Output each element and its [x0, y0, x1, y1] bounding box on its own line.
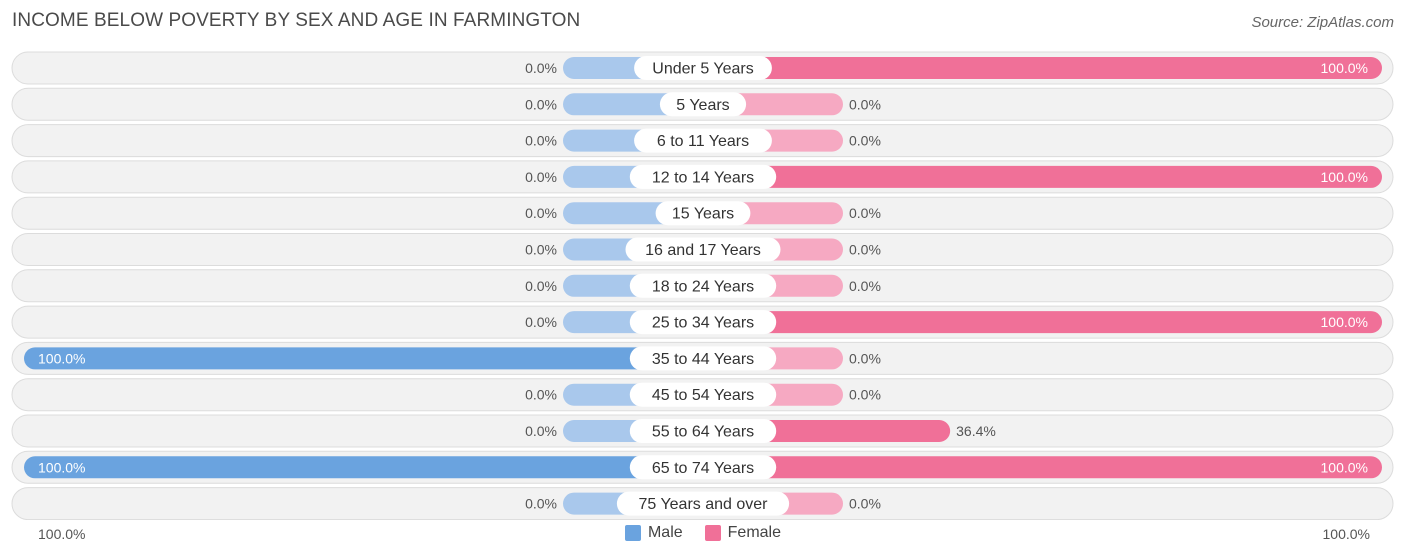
legend-swatch-female — [704, 525, 721, 541]
value-label-female-6-to-11-years: 0.0% — [849, 133, 881, 149]
bar-male-65-to-74-years[interactable] — [24, 456, 703, 479]
category-pill-45-to-54-years — [629, 382, 777, 407]
value-label-female-5-years: 0.0% — [849, 96, 881, 112]
category-pill-35-to-44-years — [629, 346, 777, 371]
value-label-female-55-to-64-years: 36.4% — [956, 423, 996, 439]
value-label-male-18-to-24-years: 0.0% — [525, 278, 557, 294]
axis-right-label: 100.0% — [1322, 526, 1370, 542]
source-note: Source: ZipAtlas.com — [1251, 14, 1394, 31]
category-pill-75-years-and-over — [616, 491, 790, 516]
chart-title: INCOME BELOW POVERTY BY SEX AND AGE IN F… — [12, 10, 581, 31]
category-label-75-years-and-over: 75 Years and over — [639, 496, 769, 513]
category-label-65-to-74-years: 65 to 74 Years — [652, 460, 754, 477]
value-label-female-65-to-74-years: 100.0% — [1321, 459, 1368, 475]
value-label-male-15-years: 0.0% — [525, 205, 557, 221]
category-pill-6-to-11-years — [634, 128, 772, 153]
value-label-male-16-and-17-years: 0.0% — [525, 242, 557, 258]
value-label-female-75-years-and-over: 0.0% — [849, 496, 881, 512]
category-label-55-to-64-years: 55 to 64 Years — [652, 424, 754, 441]
value-label-female-15-years: 0.0% — [849, 205, 881, 221]
category-label-12-to-14-years: 12 to 14 Years — [652, 169, 754, 186]
value-label-female-16-and-17-years: 0.0% — [849, 242, 881, 258]
value-label-female-35-to-44-years: 0.0% — [849, 350, 881, 366]
bar-female-65-to-74-years[interactable] — [703, 456, 1382, 479]
legend-label-male: Male — [647, 524, 683, 541]
category-pill-15-years — [655, 201, 751, 226]
category-pill-5-years — [659, 92, 747, 117]
bar-female-under-5-years[interactable] — [703, 57, 1382, 79]
value-label-male-35-to-44-years: 100.0% — [38, 350, 85, 366]
value-label-male-65-to-74-years: 100.0% — [38, 459, 85, 475]
category-pill-16-and-17-years — [625, 237, 781, 262]
category-pill-55-to-64-years — [629, 419, 777, 443]
category-pill-12-to-14-years — [629, 164, 777, 189]
value-label-female-12-to-14-years: 100.0% — [1321, 169, 1368, 185]
category-label-15-years: 15 Years — [672, 206, 734, 223]
category-label-18-to-24-years: 18 to 24 Years — [652, 278, 754, 295]
category-pill-18-to-24-years — [629, 273, 777, 298]
category-label-25-to-34-years: 25 to 34 Years — [652, 315, 754, 332]
value-label-male-5-years: 0.0% — [525, 96, 557, 112]
legend-item-female[interactable]: Female — [704, 524, 782, 542]
value-label-female-under-5-years: 100.0% — [1321, 60, 1368, 76]
value-label-female-45-to-54-years: 0.0% — [849, 387, 881, 403]
legend-swatch-male — [624, 525, 641, 541]
category-label-under-5-years: Under 5 Years — [652, 61, 753, 78]
value-label-male-6-to-11-years: 0.0% — [525, 133, 557, 149]
value-label-male-12-to-14-years: 0.0% — [525, 169, 557, 185]
value-label-male-45-to-54-years: 0.0% — [525, 387, 557, 403]
value-label-male-75-years-and-over: 0.0% — [525, 496, 557, 512]
legend: Male Female — [0, 524, 1406, 542]
category-pill-under-5-years — [634, 56, 772, 80]
value-label-male-25-to-34-years: 0.0% — [525, 314, 557, 330]
category-pill-25-to-34-years — [629, 310, 777, 335]
bar-female-25-to-34-years[interactable] — [703, 311, 1382, 334]
value-label-male-under-5-years: 0.0% — [525, 60, 557, 76]
value-label-female-18-to-24-years: 0.0% — [849, 278, 881, 294]
category-label-35-to-44-years: 35 to 44 Years — [652, 351, 754, 368]
category-label-16-and-17-years: 16 and 17 Years — [645, 242, 761, 259]
category-pill-65-to-74-years — [629, 455, 777, 480]
bar-female-12-to-14-years[interactable] — [703, 165, 1382, 188]
category-label-5-years: 5 Years — [676, 97, 729, 114]
axis-left-label: 100.0% — [38, 526, 86, 542]
legend-label-female: Female — [727, 524, 782, 541]
legend-item-male[interactable]: Male — [624, 524, 683, 542]
value-label-male-55-to-64-years: 0.0% — [525, 423, 557, 439]
chart-canvas: Under 5 Years 0.0% 100.0% 5 Years 0.0% 0.0% 6 … — [11, 51, 1394, 520]
value-label-female-25-to-34-years: 100.0% — [1321, 314, 1368, 330]
bar-male-35-to-44-years[interactable] — [24, 347, 703, 370]
category-label-45-to-54-years: 45 to 54 Years — [652, 387, 754, 404]
category-label-6-to-11-years: 6 to 11 Years — [657, 133, 749, 150]
